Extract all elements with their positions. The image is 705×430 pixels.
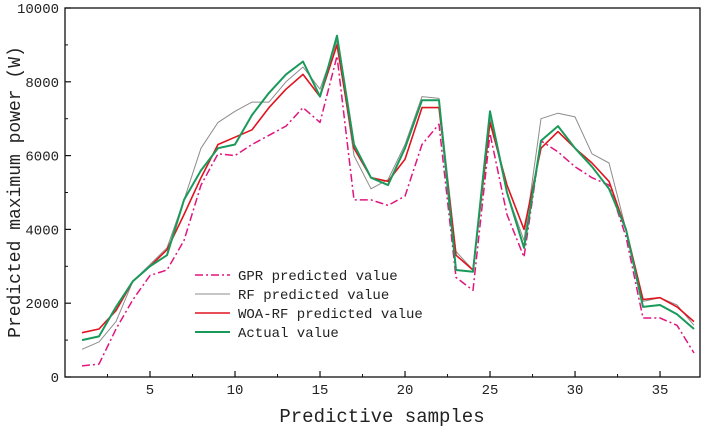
legend-label: Actual value	[238, 326, 339, 342]
x-tick-label: 20	[397, 383, 414, 399]
x-tick-label: 35	[652, 383, 669, 399]
y-tick-label: 6000	[25, 150, 59, 166]
x-tick-label: 5	[146, 383, 154, 399]
legend-label: RF predicted value	[238, 288, 389, 304]
y-axis-label: Predicted maximum power (W)	[6, 46, 26, 338]
y-tick-label: 2000	[25, 297, 59, 313]
legend-label: GPR predicted value	[238, 269, 398, 285]
x-tick-label: 25	[482, 383, 499, 399]
y-tick-label: 8000	[25, 76, 59, 92]
x-tick-label: 30	[567, 383, 584, 399]
x-tick-label: 15	[312, 383, 329, 399]
series-line-gpr-predicted-value	[81, 55, 695, 367]
legend: GPR predicted value RF predicted value WOA…	[195, 269, 423, 342]
series-line-woa-rf-predicted-value	[81, 44, 695, 334]
legend-label: WOA-RF predicted value	[238, 307, 423, 323]
x-axis-label: Predictive samples	[279, 406, 484, 428]
y-tick-label: 4000	[25, 223, 59, 239]
y-tick-label: 0	[51, 371, 59, 387]
y-tick-label: 10000	[17, 2, 59, 18]
x-tick-label: 10	[227, 383, 244, 399]
series-line-actual-value	[81, 34, 695, 342]
